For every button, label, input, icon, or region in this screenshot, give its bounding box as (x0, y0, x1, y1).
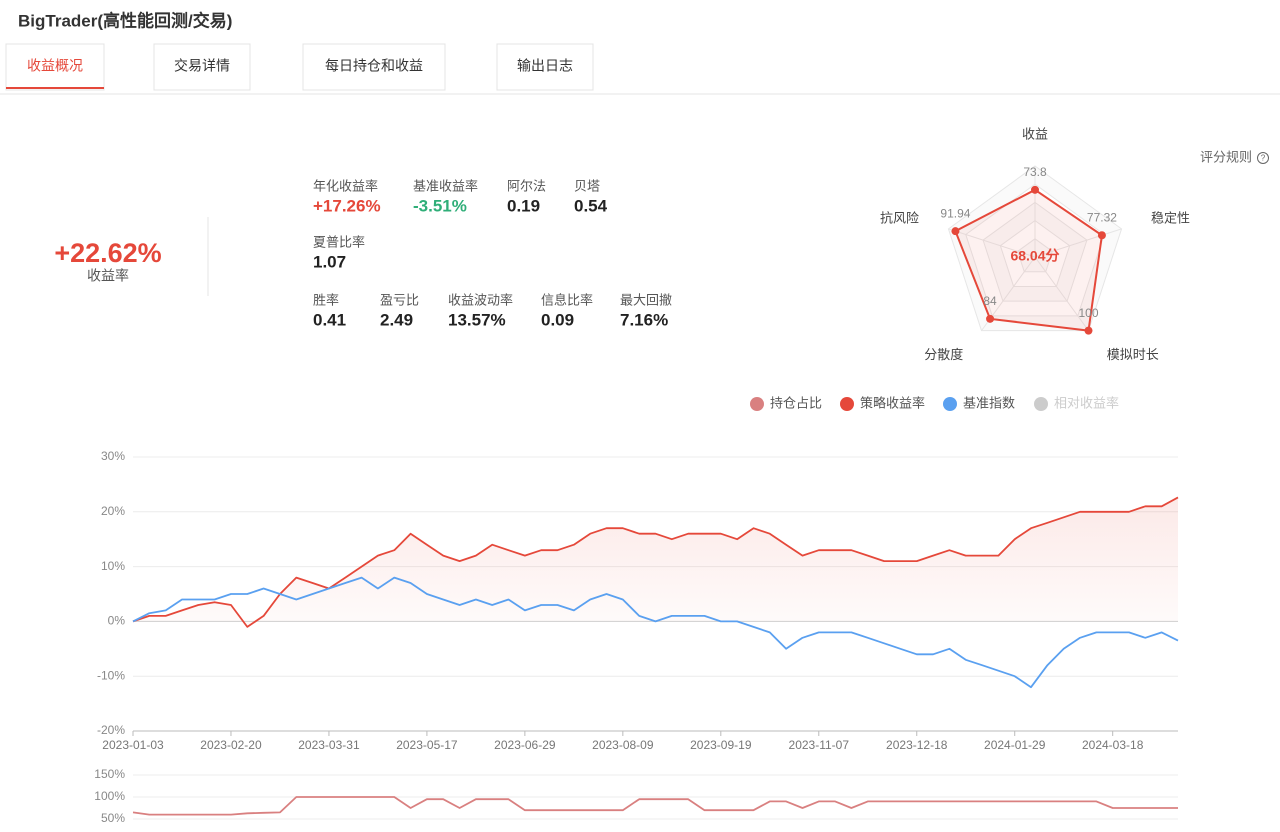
legend-label[interactable]: 相对收益率 (1054, 395, 1119, 410)
metric-value: -3.51% (413, 196, 467, 215)
rules-link[interactable]: 评分规则 (1200, 149, 1252, 164)
y2-tick-label: 50% (101, 811, 125, 825)
page-title: BigTrader(高性能回测/交易) (18, 10, 232, 30)
x-tick-label: 2023-08-09 (592, 738, 654, 752)
legend-label[interactable]: 基准指数 (963, 395, 1015, 410)
metric-label: 贝塔 (574, 178, 600, 193)
tab-label[interactable]: 每日持仓和收益 (325, 58, 423, 74)
radar-axis-label: 分散度 (924, 347, 963, 362)
tab-label[interactable]: 收益概况 (27, 58, 83, 74)
x-tick-label: 2023-02-20 (200, 738, 262, 752)
y-tick-label: -20% (97, 723, 125, 737)
metric-label: 信息比率 (541, 292, 593, 307)
radar-value-label: 91.94 (940, 206, 970, 220)
y-tick-label: 0% (108, 614, 126, 628)
metric-value: 2.49 (380, 310, 413, 329)
metric-value: 0.09 (541, 310, 574, 329)
series-line (132, 796, 1178, 816)
x-tick-label: 2023-03-31 (298, 738, 360, 752)
x-tick-label: 2023-01-03 (102, 738, 164, 752)
position-chart: 150% 100% 50% (94, 767, 1178, 825)
line-chart: 30% 20% 10% 0% -10% -20%2023-01-03 2023-02-20 2… (97, 449, 1179, 752)
x-tick-label: 2023-05-17 (396, 738, 458, 752)
help-icon[interactable] (1257, 152, 1269, 164)
radar-point (951, 227, 960, 236)
radar-axis-label: 收益 (1022, 126, 1048, 141)
metric-label: 基准收益率 (413, 178, 478, 193)
metric-value: +17.26% (313, 196, 381, 215)
tab-label[interactable]: 输出日志 (517, 58, 573, 74)
radar-axis-label: 抗风险 (880, 211, 919, 226)
metric-value: 0.54 (574, 196, 608, 215)
metric-value: 7.16% (620, 310, 668, 329)
tab[interactable] (496, 43, 594, 91)
metrics: 年化收益率 +17.26% 基准收益率 -3.51% 阿尔法 0.19 贝塔 0.54 夏普比率… (313, 178, 672, 329)
tab-bar: 收益概况 交易详情 每日持仓和收益 输出日志 (5, 43, 594, 91)
summary-label: 收益率 (87, 268, 129, 284)
tab-indicator (6, 87, 104, 89)
radar-value-label: 84 (983, 294, 997, 308)
metric-value: 0.41 (313, 310, 346, 329)
y-tick-label: 10% (101, 559, 125, 573)
radar-axis-label: 模拟时长 (1107, 347, 1159, 362)
x-tick-label: 2023-06-29 (494, 738, 556, 752)
radar-spoke (948, 228, 1036, 258)
metric-value: 13.57% (448, 310, 506, 329)
radar-value-label: 77.32 (1087, 210, 1117, 224)
legend: 持仓占比 策略收益率 基准指数 相对收益率 (750, 395, 1119, 411)
y-tick-label: 20% (101, 504, 125, 518)
radar-point (986, 314, 995, 323)
summary-value: +22.62% (54, 238, 161, 268)
radar-point (1084, 326, 1093, 335)
radar-axis-label: 稳定性 (1151, 211, 1190, 226)
radar-point (1031, 185, 1039, 194)
legend-marker[interactable] (943, 397, 957, 411)
metric-label: 阿尔法 (507, 178, 546, 193)
legend-marker[interactable] (1034, 397, 1048, 411)
radar-spoke (1034, 228, 1122, 258)
y-tick-label: -10% (97, 668, 125, 682)
x-tick-label: 2023-11-07 (789, 738, 850, 752)
radar-point (1097, 231, 1106, 240)
x-tick-label: 2023-09-19 (690, 738, 752, 752)
y-tick-label: 30% (101, 449, 125, 463)
radar-chart: 73.8 收益 77.32 稳定性 100 模拟时长 84 分散度 91.94 抗风险 68.04分 (880, 126, 1190, 362)
series-line (132, 496, 1179, 628)
metric-value: 1.07 (313, 252, 346, 271)
tab[interactable] (153, 43, 251, 91)
metric-value: 0.19 (507, 196, 540, 215)
y2-tick-label: 150% (94, 767, 125, 781)
x-tick-label: 2024-01-29 (984, 738, 1046, 752)
legend-label[interactable]: 持仓占比 (770, 395, 822, 410)
legend-label[interactable]: 策略收益率 (860, 395, 925, 410)
legend-marker[interactable] (840, 397, 854, 411)
tab[interactable] (5, 43, 105, 91)
legend-marker[interactable] (750, 397, 764, 411)
series-line (132, 576, 1179, 689)
radar-value-label: 73.8 (1023, 165, 1047, 179)
help-icon-glyph: ? (1261, 154, 1266, 163)
tab-label[interactable]: 交易详情 (174, 58, 230, 74)
y2-tick-label: 100% (94, 789, 125, 803)
metric-label: 夏普比率 (313, 234, 365, 249)
x-tick-label: 2024-03-18 (1082, 738, 1144, 752)
area-fill (133, 497, 1178, 627)
x-tick-label: 2023-12-18 (886, 738, 948, 752)
tab[interactable] (302, 43, 446, 91)
metric-label: 收益波动率 (448, 292, 513, 307)
radar-area (954, 188, 1103, 332)
metric-label: 年化收益率 (313, 178, 378, 193)
metric-label: 盈亏比 (380, 292, 419, 307)
radar-spoke (1034, 256, 1089, 331)
metric-label: 胜率 (313, 292, 339, 307)
radar-value-label: 100 (1078, 306, 1098, 320)
metric-label: 最大回撤 (620, 292, 672, 307)
radar-score: 68.04分 (1010, 248, 1059, 264)
